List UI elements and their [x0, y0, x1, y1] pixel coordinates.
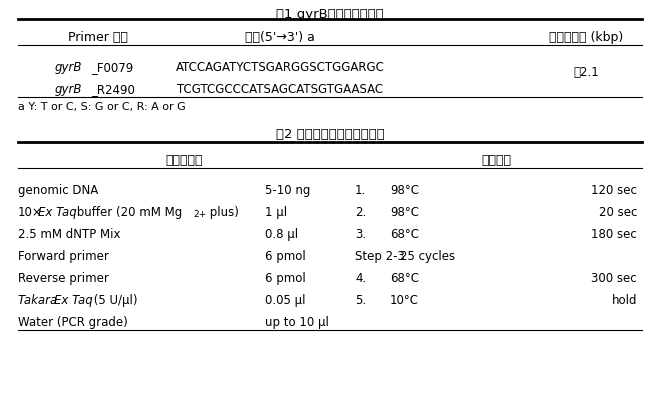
Text: 5.: 5. [355, 294, 366, 307]
Text: 6 pmol: 6 pmol [265, 272, 306, 285]
Text: plus): plus) [206, 206, 239, 219]
Text: ATCCAGATYCTSGARGGSCTGGARGC: ATCCAGATYCTSGARGGSCTGGARGC [176, 61, 384, 74]
Text: 4.: 4. [355, 272, 366, 285]
Text: Takara: Takara [18, 294, 61, 307]
Text: 0.05 μl: 0.05 μl [265, 294, 306, 307]
Text: 10°C: 10°C [390, 294, 419, 307]
Text: 25 cycles: 25 cycles [400, 250, 455, 263]
Text: Forward primer: Forward primer [18, 250, 109, 263]
Text: Reverse primer: Reverse primer [18, 272, 109, 285]
Text: 2.5 mM dNTP Mix: 2.5 mM dNTP Mix [18, 228, 121, 241]
Text: 2+: 2+ [193, 210, 206, 219]
Text: gyrB: gyrB [54, 83, 82, 96]
Text: 表1 gyrB増幅プライマー: 表1 gyrB増幅プライマー [276, 8, 384, 21]
Text: 6 pmol: 6 pmol [265, 250, 306, 263]
Text: a Y: T or C, S: G or C, R: A or G: a Y: T or C, S: G or C, R: A or G [18, 102, 185, 112]
Text: 300 sec: 300 sec [591, 272, 637, 285]
Text: gyrB: gyrB [54, 61, 82, 74]
Text: 約2.1: 約2.1 [573, 66, 599, 78]
Text: 120 sec: 120 sec [591, 184, 637, 197]
Text: 68°C: 68°C [390, 272, 419, 285]
Text: 反応液組成: 反応液組成 [165, 154, 203, 167]
Text: genomic DNA: genomic DNA [18, 184, 98, 197]
Text: Step 2-3: Step 2-3 [355, 250, 405, 263]
Text: TCGTCGCCCATSAGCATSGTGAASAC: TCGTCGCCCATSAGCATSGTGAASAC [177, 83, 383, 96]
Text: Ex Taq: Ex Taq [38, 206, 77, 219]
Text: 68°C: 68°C [390, 228, 419, 241]
Text: 10×: 10× [18, 206, 43, 219]
Text: 3.: 3. [355, 228, 366, 241]
Text: Primer 名称: Primer 名称 [68, 31, 128, 44]
Text: _R2490: _R2490 [91, 83, 135, 96]
Text: 表2 反応液組成及び反応条件: 表2 反応液組成及び反応条件 [276, 128, 384, 141]
Text: 2.: 2. [355, 206, 366, 219]
Text: _F0079: _F0079 [91, 61, 133, 74]
Text: 1 μl: 1 μl [265, 206, 287, 219]
Text: 180 sec: 180 sec [591, 228, 637, 241]
Text: 1.: 1. [355, 184, 366, 197]
Text: 反応条件: 反応条件 [481, 154, 511, 167]
Text: up to 10 μl: up to 10 μl [265, 316, 329, 329]
Text: 20 sec: 20 sec [599, 206, 637, 219]
Text: Water (PCR grade): Water (PCR grade) [18, 316, 128, 329]
Text: 配列(5'→3') a: 配列(5'→3') a [245, 31, 315, 44]
Text: 増幅サイズ (kbp): 増幅サイズ (kbp) [549, 31, 623, 44]
Text: buffer (20 mM Mg: buffer (20 mM Mg [73, 206, 182, 219]
Text: hold: hold [612, 294, 637, 307]
Text: 5-10 ng: 5-10 ng [265, 184, 310, 197]
Text: 0.8 μl: 0.8 μl [265, 228, 298, 241]
Text: 98°C: 98°C [390, 206, 419, 219]
Text: 98°C: 98°C [390, 184, 419, 197]
Text: (5 U/μl): (5 U/μl) [90, 294, 137, 307]
Text: Ex Taq: Ex Taq [54, 294, 93, 307]
